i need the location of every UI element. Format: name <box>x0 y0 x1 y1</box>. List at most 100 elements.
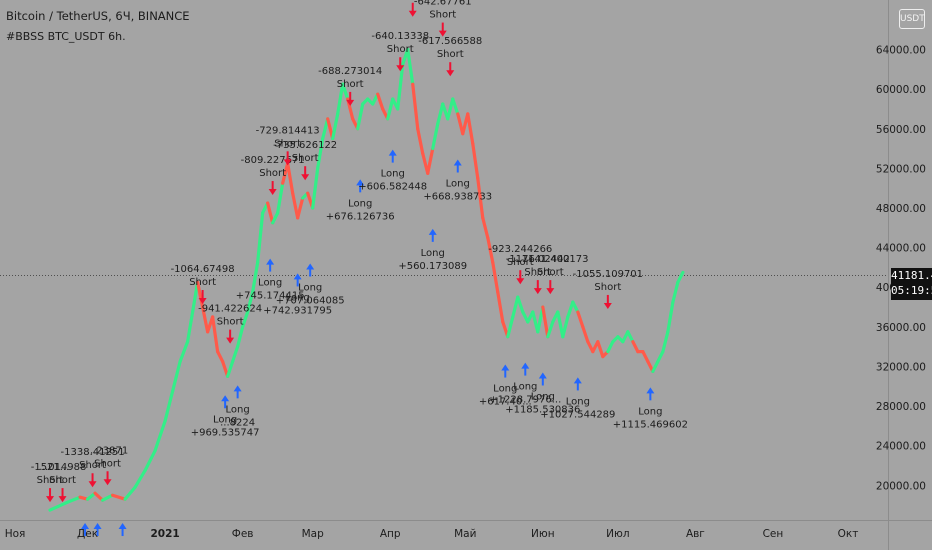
short-arrow-head <box>46 496 55 503</box>
price-segment <box>276 181 285 215</box>
signal-label: Long <box>213 414 237 425</box>
x-tick-label: Окт <box>838 528 859 540</box>
x-tick-label: Мар <box>302 528 324 540</box>
price-segment <box>311 166 320 210</box>
short-signal: -1176.02442 Short <box>506 254 570 295</box>
long-arrow-head <box>428 228 437 235</box>
signal-value: +606.582448 <box>358 182 427 193</box>
short-arrow-head <box>396 65 405 72</box>
signal-value: +676.126736 <box>326 211 395 222</box>
long-arrow-head <box>388 149 397 156</box>
price-segment <box>246 290 255 314</box>
short-signal: ...1141.400173 Short <box>512 254 588 295</box>
signal-value: -735.626122 <box>273 140 337 151</box>
current-price: 41181.49 <box>891 269 932 282</box>
signal-value: -941.422624 <box>198 304 262 315</box>
signal-label: Long <box>226 404 250 415</box>
x-tick-label: Май <box>454 528 476 540</box>
short-signal: -642.67761 Short <box>414 0 472 37</box>
short-arrow-head <box>546 288 555 295</box>
signal-value: -1521... <box>31 462 70 473</box>
price-segment <box>571 300 580 314</box>
signal-label: Long <box>638 406 662 417</box>
short-signal: -1064.67498 Short <box>171 264 235 304</box>
long-signal: Long+1228.7976... <box>489 362 561 406</box>
signal-value: +1185.530836 <box>505 404 580 415</box>
signal-label: Long <box>258 278 282 289</box>
price-segment <box>671 280 680 304</box>
long-arrow-head <box>306 263 315 270</box>
signal-label: Short <box>429 10 456 21</box>
short-arrow-head <box>226 337 235 344</box>
signal-value: -923.244266 <box>488 244 552 255</box>
signal-label: Short <box>537 267 564 278</box>
short-arrow-head <box>346 99 355 106</box>
long-arrow-head <box>233 385 242 392</box>
signal-value: +1115.469602 <box>613 419 688 430</box>
signal-value: -1176.02442 <box>506 254 570 265</box>
short-signal: -923.244266 Short <box>488 244 552 285</box>
price-segment <box>416 127 425 156</box>
x-tick-label: Авг <box>686 528 705 540</box>
x-tick-label: Дек <box>77 528 98 540</box>
currency-button[interactable]: USDT <box>899 9 925 29</box>
price-segment <box>286 161 295 195</box>
short-signal: -729.814413 Short <box>256 125 320 166</box>
price-segment <box>331 112 340 141</box>
price-segment <box>153 419 167 453</box>
price-segment <box>666 300 675 334</box>
price-segment <box>123 485 137 501</box>
price-segment <box>201 305 210 334</box>
long-signal: Long +745.174415 <box>236 258 305 302</box>
short-signal: ...014988 Short <box>39 462 87 503</box>
signal-value: ...014988 <box>39 462 87 473</box>
price-segment <box>316 137 325 170</box>
signal-value: +1228.7976... <box>489 395 561 406</box>
short-arrow-head <box>408 10 417 17</box>
signal-value: +745.174415 <box>236 291 305 302</box>
price-segment <box>376 92 385 111</box>
price-segment <box>596 340 605 359</box>
signal-label: Long <box>298 283 322 294</box>
y-tick-label: 36000.00 <box>876 322 926 334</box>
price-segment <box>426 146 435 175</box>
price-segment <box>576 310 585 329</box>
price-segment <box>48 500 70 512</box>
price-segment <box>196 280 205 309</box>
short-arrow-head <box>516 278 525 285</box>
price-segment <box>491 260 500 294</box>
price-segment <box>496 290 505 324</box>
price-segment <box>676 270 685 284</box>
price-segment <box>481 216 490 240</box>
price-segment <box>110 493 127 501</box>
short-arrow-head <box>438 30 447 37</box>
signal-value: -642.67761 <box>414 0 472 8</box>
long-arrow-head <box>221 395 230 402</box>
signal-value: ...1141.400173 <box>512 254 588 265</box>
short-arrow-head <box>103 479 112 486</box>
price-segment <box>336 82 345 116</box>
signal-label: Short <box>49 475 76 486</box>
signal-value: +1027.544289 <box>540 409 615 420</box>
x-tick-label: Июн <box>531 528 555 540</box>
signal-value: +742.931795 <box>263 305 332 316</box>
signal-label: Long <box>381 169 405 180</box>
short-arrow-head <box>603 302 612 309</box>
long-arrow-head <box>266 258 275 265</box>
y-tick-label: 56000.00 <box>876 124 926 136</box>
long-signal: Long +1115.469602 <box>613 387 688 430</box>
short-signal: -1521... Short <box>31 462 70 503</box>
signal-label: Short <box>524 267 551 278</box>
short-arrow-head <box>533 288 542 295</box>
x-tick-label: 2021 <box>150 528 179 540</box>
long-signal: Long +606.582448 <box>358 149 427 193</box>
countdown: 05:19:59 <box>891 284 932 297</box>
price-segment <box>411 82 420 131</box>
price-segment <box>546 320 555 339</box>
y-tick-label: 48000.00 <box>876 203 926 215</box>
price-segment <box>386 97 395 121</box>
short-signal: -941.422624 Short <box>198 304 262 344</box>
price-segment <box>466 112 475 146</box>
